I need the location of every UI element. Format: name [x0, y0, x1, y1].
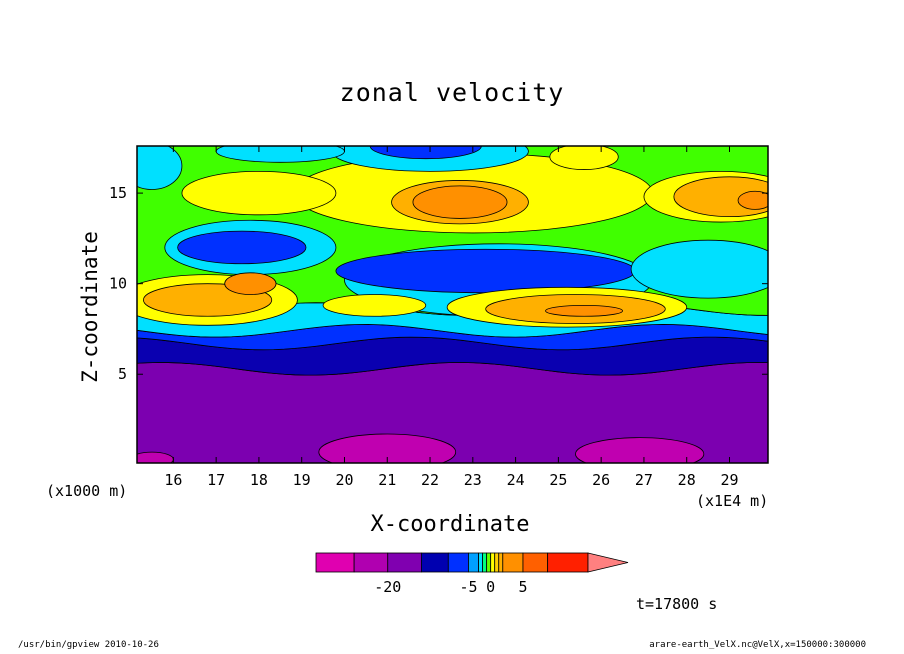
colorbar-segment	[468, 552, 479, 573]
y-tick-label: 15	[109, 184, 127, 202]
contour-band	[137, 324, 768, 351]
time-label: t=17800 s	[636, 595, 718, 613]
colorbar-segment	[420, 552, 449, 573]
contour-region	[137, 146, 183, 190]
contour-region	[143, 283, 273, 317]
x-tick-label: 24	[507, 471, 525, 489]
contour-band	[137, 302, 768, 338]
contour-region	[177, 230, 307, 265]
x-axis-label: X-coordinate	[370, 512, 530, 537]
contour-region	[224, 272, 277, 295]
x-tick-label: 23	[464, 471, 482, 489]
contour-region	[391, 180, 529, 225]
footer-data-source: arare-earth_VelX.nc@VelX,x=150000:300000	[649, 640, 866, 650]
y-axis-label: Z-coordinate	[78, 231, 102, 383]
x-tick-label: 16	[164, 471, 182, 489]
x-unit-label: (x1E4 m)	[696, 492, 769, 510]
x-tick-label: 29	[720, 471, 738, 489]
contour-region	[322, 294, 427, 317]
x-tick-label: 17	[207, 471, 225, 489]
contour-region	[137, 274, 298, 326]
contour-region	[292, 152, 653, 234]
colorbar-segment	[547, 552, 589, 573]
colorbar-overflow-arrow	[587, 552, 629, 573]
y-unit-label: (x1000 m)	[46, 482, 128, 500]
x-tick-label: 27	[635, 471, 653, 489]
colorbar-segment	[494, 552, 500, 573]
contour-band	[137, 362, 768, 463]
colorbar-segment	[387, 552, 422, 573]
contour-region	[335, 248, 636, 294]
contour-region	[344, 243, 653, 317]
footer-program-date: /usr/bin/gpview 2010-10-26	[18, 640, 159, 650]
x-tick-label: 25	[549, 471, 567, 489]
contour-region	[485, 294, 666, 324]
contour-band	[137, 146, 768, 316]
y-tick-label: 5	[118, 365, 127, 383]
contour-region	[643, 170, 768, 223]
y-tick-label: 10	[109, 275, 127, 293]
contour-region	[446, 286, 688, 328]
contour-region	[215, 146, 345, 163]
x-tick-label: 20	[335, 471, 353, 489]
contour-region	[164, 219, 337, 276]
colorbar-segment	[478, 552, 484, 573]
colorbar-tick-label: 0	[486, 578, 495, 596]
colorbar-segment	[315, 552, 355, 573]
x-tick-label: 26	[592, 471, 610, 489]
contour-region	[545, 305, 623, 317]
x-tick-label: 18	[250, 471, 268, 489]
contour-region	[181, 170, 337, 216]
colorbar-segment	[502, 552, 524, 573]
contour-region	[549, 146, 619, 170]
colorbar-segment	[498, 552, 504, 573]
colorbar-tick-label: -5	[459, 578, 477, 596]
colorbar-segment	[490, 552, 496, 573]
colorbar-tick-label: 5	[518, 578, 527, 596]
x-tick-label: 19	[293, 471, 311, 489]
contour-band	[137, 336, 768, 376]
chart-title: zonal velocity	[339, 78, 565, 107]
contour-region	[318, 433, 457, 463]
colorbar-segment	[486, 552, 492, 573]
contour-region	[630, 239, 768, 299]
contour-region	[575, 437, 705, 463]
contour-region	[412, 185, 508, 219]
colorbar-segment	[447, 552, 469, 573]
colorbar: -20 -5 0 5	[315, 552, 629, 596]
x-tick-label: 21	[378, 471, 396, 489]
x-tick-label: 28	[678, 471, 696, 489]
colorbar-segment	[482, 552, 488, 573]
contour-field	[137, 146, 768, 463]
x-axis-ticks: 16 17 18 19 20 21 22 23 24 25 26 27 28 29	[164, 146, 739, 489]
x-tick-label: 22	[421, 471, 439, 489]
colorbar-segment	[522, 552, 549, 573]
contour-region	[369, 146, 482, 160]
plot-frame	[136, 145, 769, 464]
contour-region	[673, 176, 768, 218]
colorbar-segment	[353, 552, 389, 573]
y-axis-ticks: 5 10 15	[109, 184, 768, 383]
contour-region	[737, 190, 768, 210]
colorbar-tick-label: -20	[374, 578, 401, 596]
contour-region	[137, 451, 174, 463]
contour-region	[331, 146, 529, 172]
